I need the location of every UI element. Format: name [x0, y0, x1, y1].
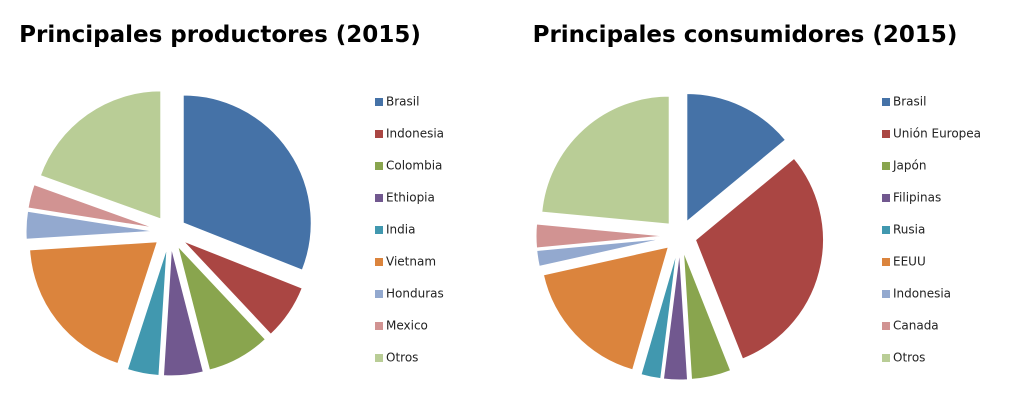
legend-swatch — [375, 226, 383, 234]
legend-label: Indonesia — [893, 287, 951, 301]
legend-label: Filipinas — [893, 191, 941, 205]
pie-slice — [640, 251, 678, 380]
pie-slice — [542, 246, 670, 371]
legend-swatch — [375, 98, 383, 106]
pie-slice — [29, 241, 159, 365]
chart-title: Principales consumidores (2015) — [533, 22, 958, 48]
legend-label: Mexico — [386, 319, 428, 333]
pie-slice — [126, 247, 168, 376]
legend-label: Canada — [893, 319, 939, 333]
legend-label: Otros — [386, 351, 418, 365]
pie-slice — [686, 93, 787, 223]
pie-slice — [536, 238, 665, 268]
legend-swatch — [375, 290, 383, 298]
legend-swatch — [375, 322, 383, 330]
legend-swatch — [882, 98, 890, 106]
pie-slice — [541, 95, 670, 225]
legend-swatch — [882, 258, 890, 266]
pie-slice — [177, 245, 267, 371]
legend-label: Unión Europea — [893, 127, 981, 141]
chart-title: Principales productores (2015) — [19, 22, 421, 48]
legend-label: Vietnam — [386, 255, 436, 269]
legend-swatch — [375, 194, 383, 202]
legend-label: EEUU — [893, 255, 926, 269]
legend-label: Honduras — [386, 287, 444, 301]
legend-label: Colombia — [386, 159, 442, 173]
legend-swatch — [375, 258, 383, 266]
legend-swatch — [882, 130, 890, 138]
pie-slice — [182, 240, 303, 336]
pie-slice — [662, 251, 689, 381]
pie-slice — [682, 251, 732, 380]
legend-swatch — [882, 290, 890, 298]
pie-slice — [535, 223, 665, 249]
pie-slice — [162, 247, 204, 377]
pie-slice — [27, 184, 155, 229]
legend-swatch — [882, 162, 890, 170]
legend-label: Indonesia — [386, 127, 444, 141]
legend-label: Otros — [893, 351, 925, 365]
legend-label: Brasil — [893, 95, 926, 109]
legend-label: Brasil — [386, 95, 419, 109]
legend-swatch — [882, 226, 890, 234]
legend-swatch — [882, 322, 890, 330]
legend-swatch — [375, 354, 383, 362]
pie-slice — [694, 157, 824, 360]
pie-slice — [25, 210, 155, 240]
legend-swatch — [375, 130, 383, 138]
legend-swatch — [882, 354, 890, 362]
legend-label: Rusia — [893, 223, 925, 237]
legend-label: Ethiopia — [386, 191, 435, 205]
legend-swatch — [882, 194, 890, 202]
pie-slice — [39, 90, 162, 220]
legend-label: India — [386, 223, 415, 237]
legend-label: Japón — [892, 159, 926, 173]
legend-swatch — [375, 162, 383, 170]
pie-slice — [182, 94, 312, 271]
